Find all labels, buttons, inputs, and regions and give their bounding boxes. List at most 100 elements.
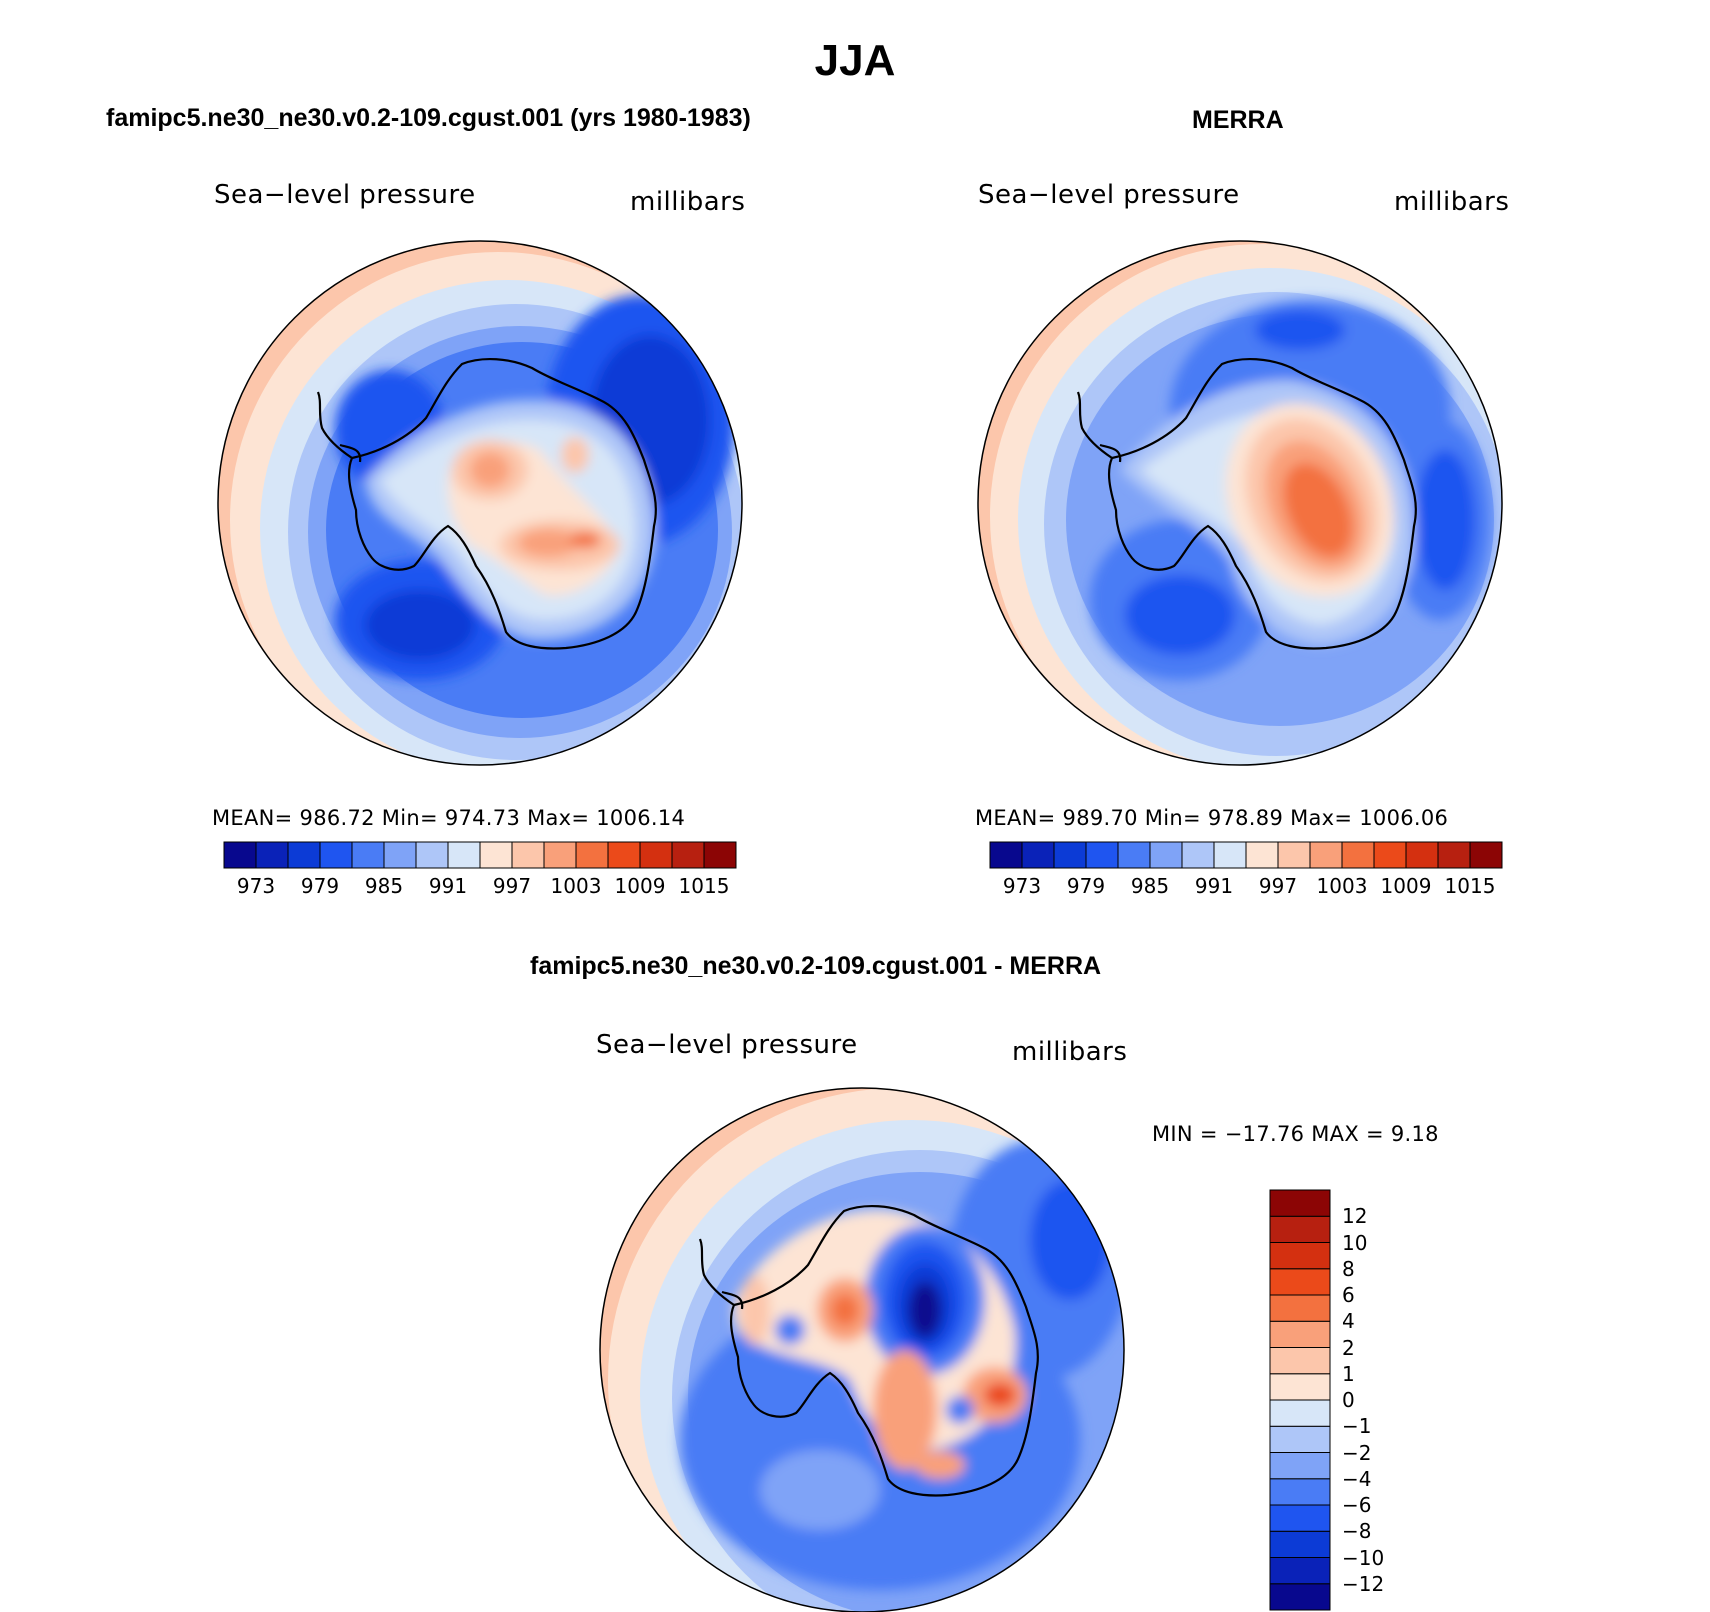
colorbar-swatch bbox=[1269, 1425, 1331, 1453]
panel-title-model: famipc5.ne30_ne30.v0.2-109.cgust.001 (yr… bbox=[106, 104, 751, 132]
colorbar-tick-label: 979 bbox=[300, 874, 340, 898]
colorbar-swatch bbox=[1269, 1583, 1331, 1611]
colorbar-swatch bbox=[543, 841, 577, 869]
colorbar-tick-label: 8 bbox=[1342, 1256, 1355, 1281]
colorbar-swatch bbox=[1269, 1373, 1331, 1401]
colorbar-swatch bbox=[447, 841, 481, 869]
colorbar-tick-label: −12 bbox=[1342, 1571, 1385, 1596]
colorbar-swatch bbox=[383, 841, 417, 869]
colorbar-tick-label: −6 bbox=[1342, 1493, 1372, 1517]
colorbar-swatch bbox=[1373, 841, 1407, 869]
antarctica-coastline-icon bbox=[1076, 357, 1417, 650]
colorbar-tick-label: 997 bbox=[492, 874, 532, 898]
colorbar-tick-label: 1015 bbox=[1444, 874, 1496, 898]
colorbar-swatch bbox=[1269, 1399, 1331, 1427]
colorbar-swatch bbox=[1213, 841, 1247, 869]
colorbar-tick-label: −2 bbox=[1342, 1440, 1372, 1465]
colorbar-swatch bbox=[671, 841, 705, 869]
colorbar-tick-label: 1015 bbox=[678, 874, 730, 898]
colorbar-swatch bbox=[287, 841, 321, 869]
colorbar-swatch bbox=[1269, 1530, 1331, 1558]
colorbar-tick-label: 973 bbox=[1002, 874, 1042, 898]
colorbar-swatch bbox=[319, 841, 353, 869]
colorbar-tick-label: 1003 bbox=[550, 874, 602, 898]
colorbar-swatch bbox=[1269, 1189, 1331, 1217]
polar-map-obs bbox=[977, 240, 1503, 766]
colorbar-tick-label: 1 bbox=[1342, 1361, 1355, 1386]
colorbar-tick-label: 4 bbox=[1342, 1309, 1355, 1334]
colorbar-swatch bbox=[351, 841, 385, 869]
colorbar-swatch bbox=[1269, 1452, 1331, 1480]
colorbar-swatch bbox=[1269, 1320, 1331, 1348]
colorbar-tick-label: 979 bbox=[1066, 874, 1106, 898]
colorbar-swatch bbox=[1181, 841, 1215, 869]
colorbar-tick-label: 10 bbox=[1342, 1230, 1368, 1255]
colorbar-tick-label: 0 bbox=[1342, 1388, 1355, 1412]
stats-diff: MIN = −17.76 MAX = 9.18 bbox=[1152, 1122, 1439, 1146]
colorbar-tick-label: −8 bbox=[1342, 1519, 1372, 1544]
colorbar-swatch bbox=[1437, 841, 1471, 869]
panel-title-obs: MERRA bbox=[1192, 106, 1284, 134]
polar-map-model bbox=[217, 240, 743, 766]
colorbar-tick-label: 991 bbox=[428, 874, 468, 898]
colorbar-swatch bbox=[1269, 1557, 1331, 1585]
colorbar-diff bbox=[1269, 1189, 1331, 1611]
units-label-obs: millibars bbox=[1394, 187, 1510, 217]
colorbar-swatch bbox=[1405, 841, 1439, 869]
colorbar-swatch bbox=[1245, 841, 1279, 869]
colorbar-swatch bbox=[1277, 841, 1311, 869]
colorbar-swatch bbox=[1053, 841, 1087, 869]
colorbar-tick-label: 12 bbox=[1342, 1204, 1368, 1229]
antarctica-coastline-icon bbox=[698, 1204, 1039, 1497]
colorbar-tick-label: 997 bbox=[1258, 874, 1298, 898]
antarctica-coastline-icon bbox=[316, 357, 657, 650]
units-label-diff: millibars bbox=[1012, 1037, 1128, 1067]
variable-label-diff: Sea−level pressure bbox=[596, 1030, 858, 1060]
colorbar-tick-label: 1009 bbox=[614, 874, 666, 898]
colorbar-swatch bbox=[1117, 841, 1151, 869]
colorbar-swatch bbox=[255, 841, 289, 869]
colorbar-swatch bbox=[1269, 1242, 1331, 1270]
colorbar-swatch bbox=[1341, 841, 1375, 869]
colorbar-swatch bbox=[1149, 841, 1183, 869]
variable-label-model: Sea−level pressure bbox=[214, 180, 476, 210]
colorbar-swatch bbox=[223, 841, 257, 869]
colorbar-swatch bbox=[1269, 1268, 1331, 1296]
colorbar-swatch bbox=[703, 841, 737, 869]
colorbar-tick-label: −1 bbox=[1342, 1414, 1372, 1439]
polar-map-diff bbox=[599, 1087, 1125, 1612]
colorbar-swatch bbox=[989, 841, 1023, 869]
colorbar-tick-label: 973 bbox=[236, 874, 276, 898]
colorbar-swatch bbox=[1269, 1478, 1331, 1506]
colorbar-tick-label: 991 bbox=[1194, 874, 1234, 898]
colorbar-tick-label: 985 bbox=[1130, 874, 1170, 898]
colorbar-swatch bbox=[639, 841, 673, 869]
colorbar-swatch bbox=[1309, 841, 1343, 869]
colorbar-obs bbox=[989, 841, 1503, 869]
units-label-model: millibars bbox=[630, 187, 746, 217]
colorbar-swatch bbox=[607, 841, 641, 869]
colorbar-tick-label: 985 bbox=[364, 874, 404, 898]
colorbar-tick-label: 6 bbox=[1342, 1283, 1355, 1307]
colorbar-tick-label: 1003 bbox=[1316, 874, 1368, 898]
colorbar-swatch bbox=[1269, 1294, 1331, 1322]
colorbar-swatch bbox=[575, 841, 609, 869]
colorbar-swatch bbox=[1469, 841, 1503, 869]
colorbar-swatch bbox=[1085, 841, 1119, 869]
colorbar-swatch bbox=[1021, 841, 1055, 869]
colorbar-tick-label: 1009 bbox=[1380, 874, 1432, 898]
colorbar-swatch bbox=[1269, 1504, 1331, 1532]
stats-obs: MEAN= 989.70 Min= 978.89 Max= 1006.06 bbox=[975, 806, 1449, 830]
main-title: JJA bbox=[814, 36, 896, 85]
colorbar-tick-label: −4 bbox=[1342, 1466, 1372, 1491]
colorbar-swatch bbox=[1269, 1347, 1331, 1375]
variable-label-obs: Sea−level pressure bbox=[978, 180, 1240, 210]
colorbar-swatch bbox=[479, 841, 513, 869]
colorbar-tick-label: 2 bbox=[1342, 1335, 1355, 1360]
colorbar-swatch bbox=[1269, 1215, 1331, 1243]
colorbar-swatch bbox=[511, 841, 545, 869]
colorbar-tick-label: −10 bbox=[1342, 1545, 1385, 1570]
stats-model: MEAN= 986.72 Min= 974.73 Max= 1006.14 bbox=[212, 806, 686, 830]
colorbar-swatch bbox=[415, 841, 449, 869]
